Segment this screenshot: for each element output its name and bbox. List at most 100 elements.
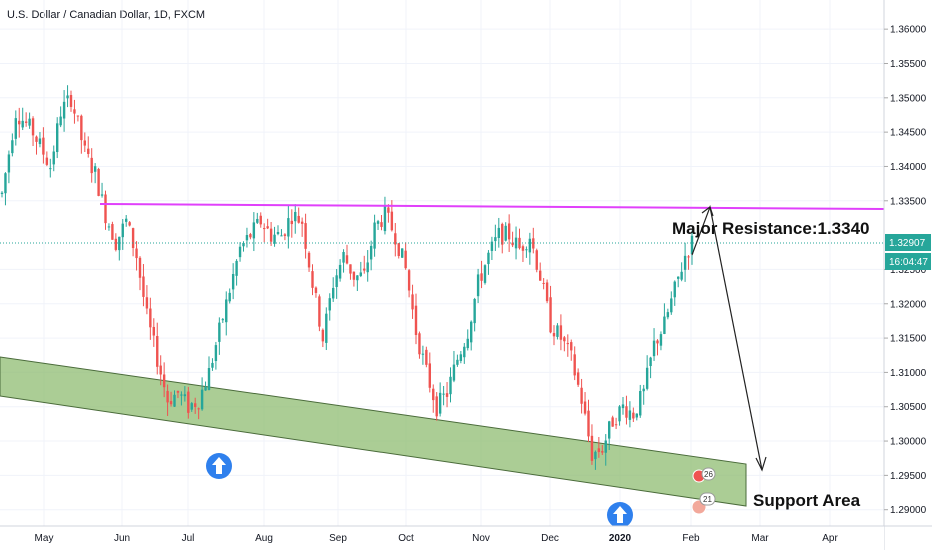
candle-body [687,256,690,258]
arrow-up-marker-2[interactable] [607,502,633,528]
candle-body [425,349,428,365]
candle-body [297,215,300,223]
candle-body [659,334,663,346]
candle-body [597,448,601,453]
candlestick-series [0,85,694,470]
candle-body [235,260,238,276]
candle-body [490,241,494,251]
price-axis[interactable]: 1.36000 1.35500 1.35000 1.34500 1.34000 1.335… [884,25,927,517]
candle-body [283,234,287,236]
candle [104,190,107,230]
candle-body [83,140,86,146]
candle-body [111,224,114,240]
time-tick-label: Aug [255,533,273,544]
candle [642,384,645,405]
candle-body [435,396,438,417]
candle [304,213,307,259]
candle [111,221,114,240]
candle [197,407,200,420]
candle [266,218,269,230]
candle [259,212,262,228]
candle [394,223,397,257]
candle [507,214,511,252]
candle-body [421,353,425,355]
candle [166,384,169,416]
candle-body [411,294,414,310]
event-badge-1-box [701,467,716,481]
candle [608,420,611,451]
candle [42,127,45,164]
candle [504,222,507,242]
candle-body [321,329,325,342]
candle [545,279,549,304]
candle-body [639,391,642,416]
candle [618,405,621,426]
candle [559,314,563,351]
candle [80,114,83,154]
candle-body [221,319,224,321]
candle [221,317,224,324]
candle-body [49,168,52,170]
candle [363,255,366,274]
candle [480,260,483,289]
candle [556,323,559,340]
price-tick-label: 1.32500 [890,265,927,276]
candle-body [594,451,597,460]
candle-body [180,394,183,396]
candle-body [4,173,7,194]
candle [290,209,293,238]
candle [463,342,466,364]
candle [639,384,642,418]
candle-body [649,357,652,367]
candle [321,328,325,348]
candle-body [242,242,245,247]
candle-body [252,222,256,239]
price-tick-label: 1.34000 [890,162,927,173]
candle-body [338,264,342,279]
candle-body [93,166,97,172]
candle [414,293,418,345]
candle-body [307,252,311,268]
candle [297,207,300,224]
candle [687,255,690,270]
candle-body [97,168,100,196]
candle-body [570,342,573,351]
candle-body [24,121,28,123]
candle-body [56,123,59,153]
candle [459,350,463,364]
candle-body [528,238,532,253]
candle [552,325,556,346]
candle [628,401,632,428]
candle [76,115,80,122]
candle [580,378,583,414]
candle [118,236,121,261]
candle-body [204,386,207,391]
candle-body [645,367,649,389]
candle-body [183,394,187,397]
price-tick-label: 1.32000 [890,299,927,310]
candle-body [614,424,618,426]
candle [673,280,676,306]
symbol-title: U.S. Dollar / Canadian Dollar, 1D, FXCM [7,9,206,21]
candle [470,320,473,351]
candle [214,341,218,370]
candle [487,250,490,275]
time-axis[interactable]: May Jun Jul Aug Sep Oct Nov Dec 2020 Feb Mar Apr [35,533,839,544]
candle-body [680,271,683,280]
candle-body [45,157,49,165]
time-axis-background [0,526,884,550]
event-badge-2[interactable]: 21 [691,492,716,515]
candle-body [125,218,128,222]
candle-body [390,211,394,231]
candle [142,264,145,307]
candle-body [62,101,66,119]
event-badge-1[interactable]: 26 [692,467,716,483]
time-tick-label: Mar [751,533,769,544]
candle [383,196,387,235]
arrow-up-marker-1[interactable] [206,453,232,479]
candle [59,106,62,128]
candle-body [52,151,55,165]
candle [666,308,670,320]
candle-body [376,221,380,224]
